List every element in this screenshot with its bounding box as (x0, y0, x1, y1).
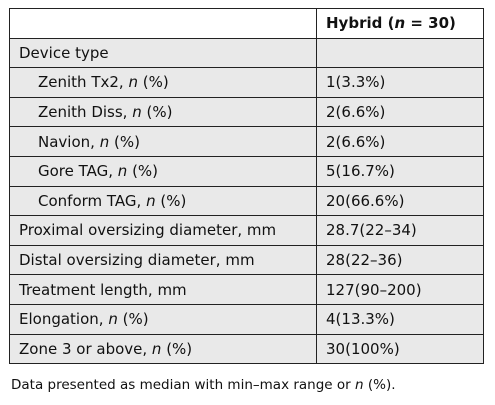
row-label: Zenith Tx2, n (%) (9, 67, 317, 98)
row-value: 4(13.3%) (316, 303, 484, 335)
header-label-cell (9, 8, 317, 39)
row-value (316, 37, 484, 69)
table-footnote: Data presented as median with min–max ra… (11, 377, 396, 393)
row-value: 2(6.6%) (316, 96, 484, 128)
row-label: Navion, n (%) (9, 126, 317, 157)
table-row: Zenith Diss, n (%) 2(6.6%) (9, 96, 484, 128)
row-label: Conform TAG, n (%) (9, 185, 317, 217)
header-hybrid-cell: Hybrid (n = 30) (316, 8, 484, 39)
results-table: Hybrid (n = 30) Device type Zenith Tx2, … (9, 8, 484, 365)
row-label: Gore TAG, n (%) (9, 155, 317, 187)
table-header-row: Hybrid (n = 30) (9, 8, 484, 39)
row-label: Elongation, n (%) (9, 303, 317, 335)
row-label: Treatment length, mm (9, 274, 317, 305)
table-row: Zenith Tx2, n (%) 1(3.3%) (9, 67, 484, 98)
row-label: Zone 3 or above, n (%) (9, 333, 317, 365)
row-value: 28(22–36) (316, 244, 484, 276)
row-label: Distal oversizing diameter, mm (9, 244, 317, 276)
row-value: 30(100%) (316, 333, 484, 365)
row-value: 127(90–200) (316, 274, 484, 305)
row-label: Device type (9, 37, 317, 69)
table-row: Treatment length, mm 127(90–200) (9, 274, 484, 305)
table-row: Navion, n (%) 2(6.6%) (9, 126, 484, 157)
row-value: 20(66.6%) (316, 185, 484, 217)
table-row: Conform TAG, n (%) 20(66.6%) (9, 185, 484, 217)
row-value: 2(6.6%) (316, 126, 484, 157)
table-row: Device type (9, 37, 484, 69)
row-value: 5(16.7%) (316, 155, 484, 187)
row-value: 28.7(22–34) (316, 215, 484, 246)
table-row: Elongation, n (%) 4(13.3%) (9, 303, 484, 335)
row-value: 1(3.3%) (316, 67, 484, 98)
table-row: Proximal oversizing diameter, mm 28.7(22… (9, 215, 484, 246)
row-label: Proximal oversizing diameter, mm (9, 215, 317, 246)
table-row: Gore TAG, n (%) 5(16.7%) (9, 155, 484, 187)
row-label: Zenith Diss, n (%) (9, 96, 317, 128)
table-row: Distal oversizing diameter, mm 28(22–36) (9, 244, 484, 276)
table-row: Zone 3 or above, n (%) 30(100%) (9, 333, 484, 365)
